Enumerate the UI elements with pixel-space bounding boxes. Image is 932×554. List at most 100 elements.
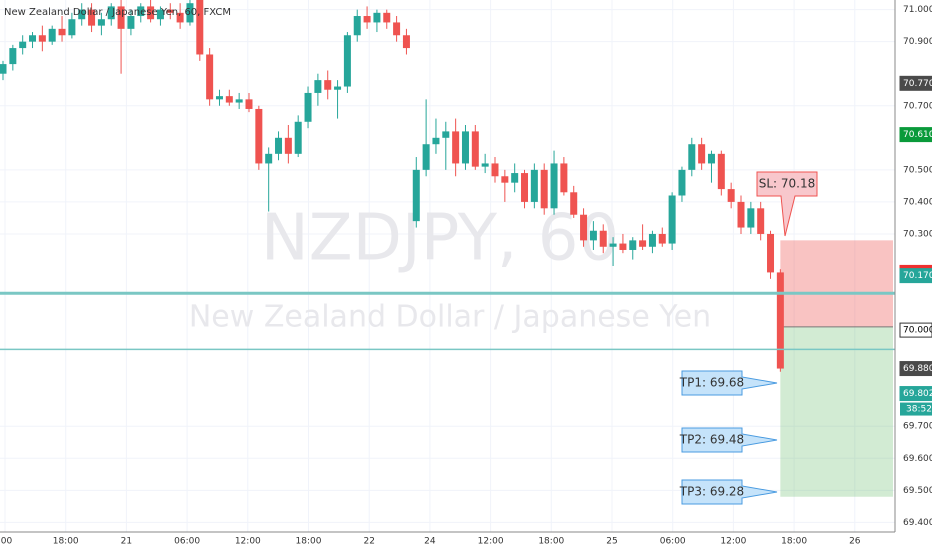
candle-body xyxy=(137,6,145,17)
candle-body xyxy=(658,233,666,244)
candle-body xyxy=(294,121,302,154)
x-tick-label: 25 xyxy=(606,537,617,547)
tp2-label: TP2: 69.48 xyxy=(679,433,744,447)
candle-body xyxy=(560,163,568,193)
price-tag-label: 70.610 xyxy=(903,130,932,140)
x-tick-label: 18:00 xyxy=(53,537,79,547)
candle-body xyxy=(176,12,184,23)
countdown-tag xyxy=(900,402,932,416)
candle-body xyxy=(678,169,686,196)
price-tag-label: 69.880 xyxy=(903,364,932,374)
candle-body xyxy=(97,19,105,26)
candle-body xyxy=(9,48,17,65)
candle-body xyxy=(334,86,342,90)
candle-body xyxy=(688,144,696,170)
candle-body xyxy=(19,41,27,49)
price-tag xyxy=(899,268,932,284)
sl-bubble xyxy=(756,171,818,237)
tp1-label: TP1: 69.68 xyxy=(679,376,744,390)
candle-body xyxy=(698,144,706,164)
candle-body xyxy=(452,131,460,164)
candle-body xyxy=(235,99,243,103)
watermark-subtitle: New Zealand Dollar / Japanese Yen xyxy=(189,300,711,335)
candle-body xyxy=(166,9,174,13)
candle-body xyxy=(442,131,450,138)
candle-body xyxy=(78,9,86,20)
watermark: NZDJPY, 60 xyxy=(261,202,619,276)
candle-body xyxy=(550,163,558,209)
y-tick-label: 69.400 xyxy=(903,518,932,528)
tp1-bubble xyxy=(681,370,778,396)
candle-body xyxy=(383,12,391,23)
candle-body xyxy=(117,6,125,29)
candle-body xyxy=(737,201,745,228)
candle-body xyxy=(530,169,538,202)
target-zone xyxy=(780,326,893,497)
stop-zone xyxy=(780,240,893,327)
candle-body xyxy=(324,80,332,90)
candle-body xyxy=(501,176,509,183)
x-tick-label: 12:00 xyxy=(478,537,504,547)
x-tick-label: 06:00 xyxy=(174,537,200,547)
candle-body xyxy=(412,169,420,222)
x-tick-label: 24 xyxy=(424,537,436,547)
candle-body xyxy=(245,99,253,109)
candle-body xyxy=(422,144,430,170)
candle-body xyxy=(147,6,155,20)
candle-body xyxy=(402,35,410,49)
y-tick-label: 69.600 xyxy=(903,454,932,464)
tp2-bubble xyxy=(681,427,778,453)
y-tick-label: 70.700 xyxy=(903,101,932,111)
price-tag-label: 70.000 xyxy=(903,326,932,336)
x-tick-label: 12:00 xyxy=(720,537,746,547)
candle-body xyxy=(38,35,46,42)
candle-body xyxy=(68,19,76,36)
y-tick-label: 69.700 xyxy=(903,422,932,432)
candle-body xyxy=(29,35,37,42)
candle-body xyxy=(393,22,401,36)
candle-body xyxy=(580,214,588,241)
candle-body xyxy=(609,243,617,247)
candle-body xyxy=(747,208,755,228)
candle-body xyxy=(0,64,7,74)
sl-label: SL: 70.18 xyxy=(759,177,816,191)
candle-body xyxy=(353,16,361,36)
price-tag xyxy=(899,322,932,338)
x-tick-label: 18:00 xyxy=(296,537,322,547)
tp3-bubble xyxy=(681,479,778,505)
countdown: 38:52 xyxy=(906,405,932,415)
candle-body xyxy=(648,233,656,247)
candle-body xyxy=(156,9,164,20)
candle-body xyxy=(304,92,312,122)
tp3-label: TP3: 69.28 xyxy=(679,485,744,499)
candle-body xyxy=(521,173,529,202)
chart-title: New Zealand Dollar / Japanese Yen, 60, F… xyxy=(4,7,231,18)
candle-body xyxy=(776,272,784,369)
callouts: SL: 70.18 TP1: 69.68 TP2: 69.48 TP3: 69.… xyxy=(679,171,818,505)
candle-body xyxy=(599,230,607,247)
candle-body xyxy=(107,6,115,20)
y-tick-label: 69.500 xyxy=(903,486,932,496)
price-tag xyxy=(899,75,932,91)
y-tick-label: 70.400 xyxy=(903,197,932,207)
candle-body xyxy=(432,137,440,145)
x-tick-label: :00 xyxy=(0,537,13,547)
candle-body xyxy=(639,240,647,247)
y-tick-label: 70.300 xyxy=(903,229,932,239)
y-tick-label: 71.000 xyxy=(903,5,932,15)
candle-body xyxy=(511,173,519,183)
candle-body xyxy=(619,243,627,250)
candle-body xyxy=(767,233,775,273)
candle-body xyxy=(127,16,135,29)
x-tick-label: 18:00 xyxy=(781,537,807,547)
candle-body xyxy=(186,3,194,23)
y-tick-label: 70.500 xyxy=(903,165,932,175)
candle-body xyxy=(757,208,765,234)
x-tick-label: 26 xyxy=(849,537,861,547)
x-tick-label: 22 xyxy=(363,537,374,547)
y-tick-label: 70.900 xyxy=(903,37,932,47)
candle-body xyxy=(373,12,381,23)
candle-body xyxy=(717,153,725,190)
candle-body xyxy=(88,9,96,26)
